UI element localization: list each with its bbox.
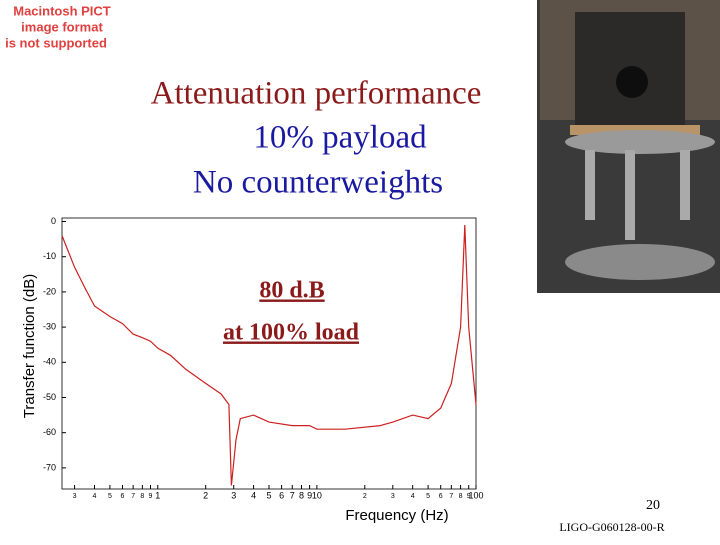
x-tick-label: 5	[108, 493, 112, 500]
x-tick-label: 4	[93, 493, 97, 500]
placeholder-text: is not supported	[5, 35, 107, 50]
x-tick-label: 5	[426, 493, 430, 500]
y-tick-label: -10	[43, 251, 56, 261]
x-tick-label: 4	[411, 493, 415, 500]
x-tick-label: 6	[439, 493, 443, 500]
x-tick-label: 100	[468, 490, 483, 500]
x-tick-label: 4	[251, 490, 256, 500]
x-tick-label: 9	[467, 493, 471, 500]
x-tick-label: 6	[121, 493, 125, 500]
y-tick-label: -70	[43, 462, 56, 472]
x-tick-label: 8	[140, 493, 144, 500]
x-tick-label: 3	[231, 490, 236, 500]
x-tick-label: 9	[149, 493, 153, 500]
x-tick-label: 7	[290, 490, 295, 500]
placeholder-text: Macintosh PICT	[13, 3, 111, 18]
line-series	[61, 224, 477, 486]
placeholder-text: image format	[21, 19, 103, 34]
y-tick-label: -50	[43, 392, 56, 402]
x-tick-label: 2	[363, 493, 367, 500]
x-tick-label: 9	[307, 490, 312, 500]
annotation: 80 d.B	[259, 278, 324, 304]
page-number: 20	[646, 498, 660, 513]
x-tick-label: 6	[279, 490, 284, 500]
title: No counterweights	[193, 165, 443, 201]
y-tick-label: -40	[43, 357, 56, 367]
y-tick-label: 0	[51, 216, 56, 226]
footer: LIGO-G060128-00-R	[559, 520, 664, 534]
title: 10% payload	[253, 120, 427, 156]
x-tick-label: 2	[203, 490, 208, 500]
y-tick-label: -60	[43, 427, 56, 437]
x-tick-label: 3	[73, 493, 77, 500]
title: Attenuation performance	[151, 76, 482, 112]
x-tick-label: 5	[266, 490, 271, 500]
y-tick-label: -20	[43, 286, 56, 296]
x-tick-label: 8	[299, 490, 304, 500]
annotation: at 100% load	[223, 320, 360, 346]
x-tick-label: 1	[155, 490, 160, 500]
chart: 0-10-20-30-40-50-60-703 4 5 6 7 8 9 1 2 3 4 5 6 7 8 9 10…	[21, 216, 484, 524]
y-axis-label: Transfer function (dB)	[21, 274, 38, 419]
y-tick-label: -30	[43, 321, 56, 331]
photo	[537, 0, 720, 293]
plot-frame	[61, 217, 477, 490]
x-axis-label: Frequency (Hz)	[345, 507, 448, 524]
x-tick-label: 3	[391, 493, 395, 500]
x-tick-label: 7	[449, 493, 453, 500]
x-tick-label: 8	[459, 493, 463, 500]
x-tick-label: 10	[312, 490, 322, 500]
x-tick-label: 7	[131, 493, 135, 500]
